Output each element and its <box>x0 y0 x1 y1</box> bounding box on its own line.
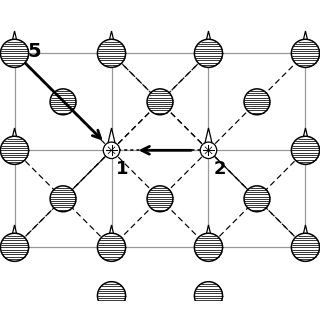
Text: 5: 5 <box>27 42 41 61</box>
Text: 2: 2 <box>213 160 226 178</box>
Polygon shape <box>302 225 309 241</box>
Circle shape <box>292 39 319 68</box>
Circle shape <box>195 39 222 68</box>
Polygon shape <box>11 128 18 143</box>
Polygon shape <box>205 31 212 46</box>
Polygon shape <box>11 225 18 241</box>
Circle shape <box>98 233 125 261</box>
Circle shape <box>292 233 319 261</box>
Polygon shape <box>302 31 309 46</box>
Circle shape <box>1 39 28 68</box>
Text: 1: 1 <box>116 160 129 178</box>
Circle shape <box>103 142 120 158</box>
Circle shape <box>147 186 173 212</box>
Polygon shape <box>108 225 115 241</box>
Circle shape <box>200 142 217 158</box>
Circle shape <box>50 186 76 212</box>
Circle shape <box>98 39 125 68</box>
Circle shape <box>195 282 222 310</box>
Polygon shape <box>205 225 212 241</box>
Circle shape <box>244 186 270 212</box>
Polygon shape <box>11 31 18 46</box>
Circle shape <box>1 136 28 164</box>
Circle shape <box>50 89 76 115</box>
Circle shape <box>195 233 222 261</box>
Circle shape <box>147 89 173 115</box>
Polygon shape <box>205 128 212 143</box>
Circle shape <box>1 233 28 261</box>
Circle shape <box>292 136 319 164</box>
Circle shape <box>244 89 270 115</box>
Circle shape <box>98 282 125 310</box>
Polygon shape <box>108 128 115 143</box>
Polygon shape <box>108 31 115 46</box>
Polygon shape <box>302 128 309 143</box>
